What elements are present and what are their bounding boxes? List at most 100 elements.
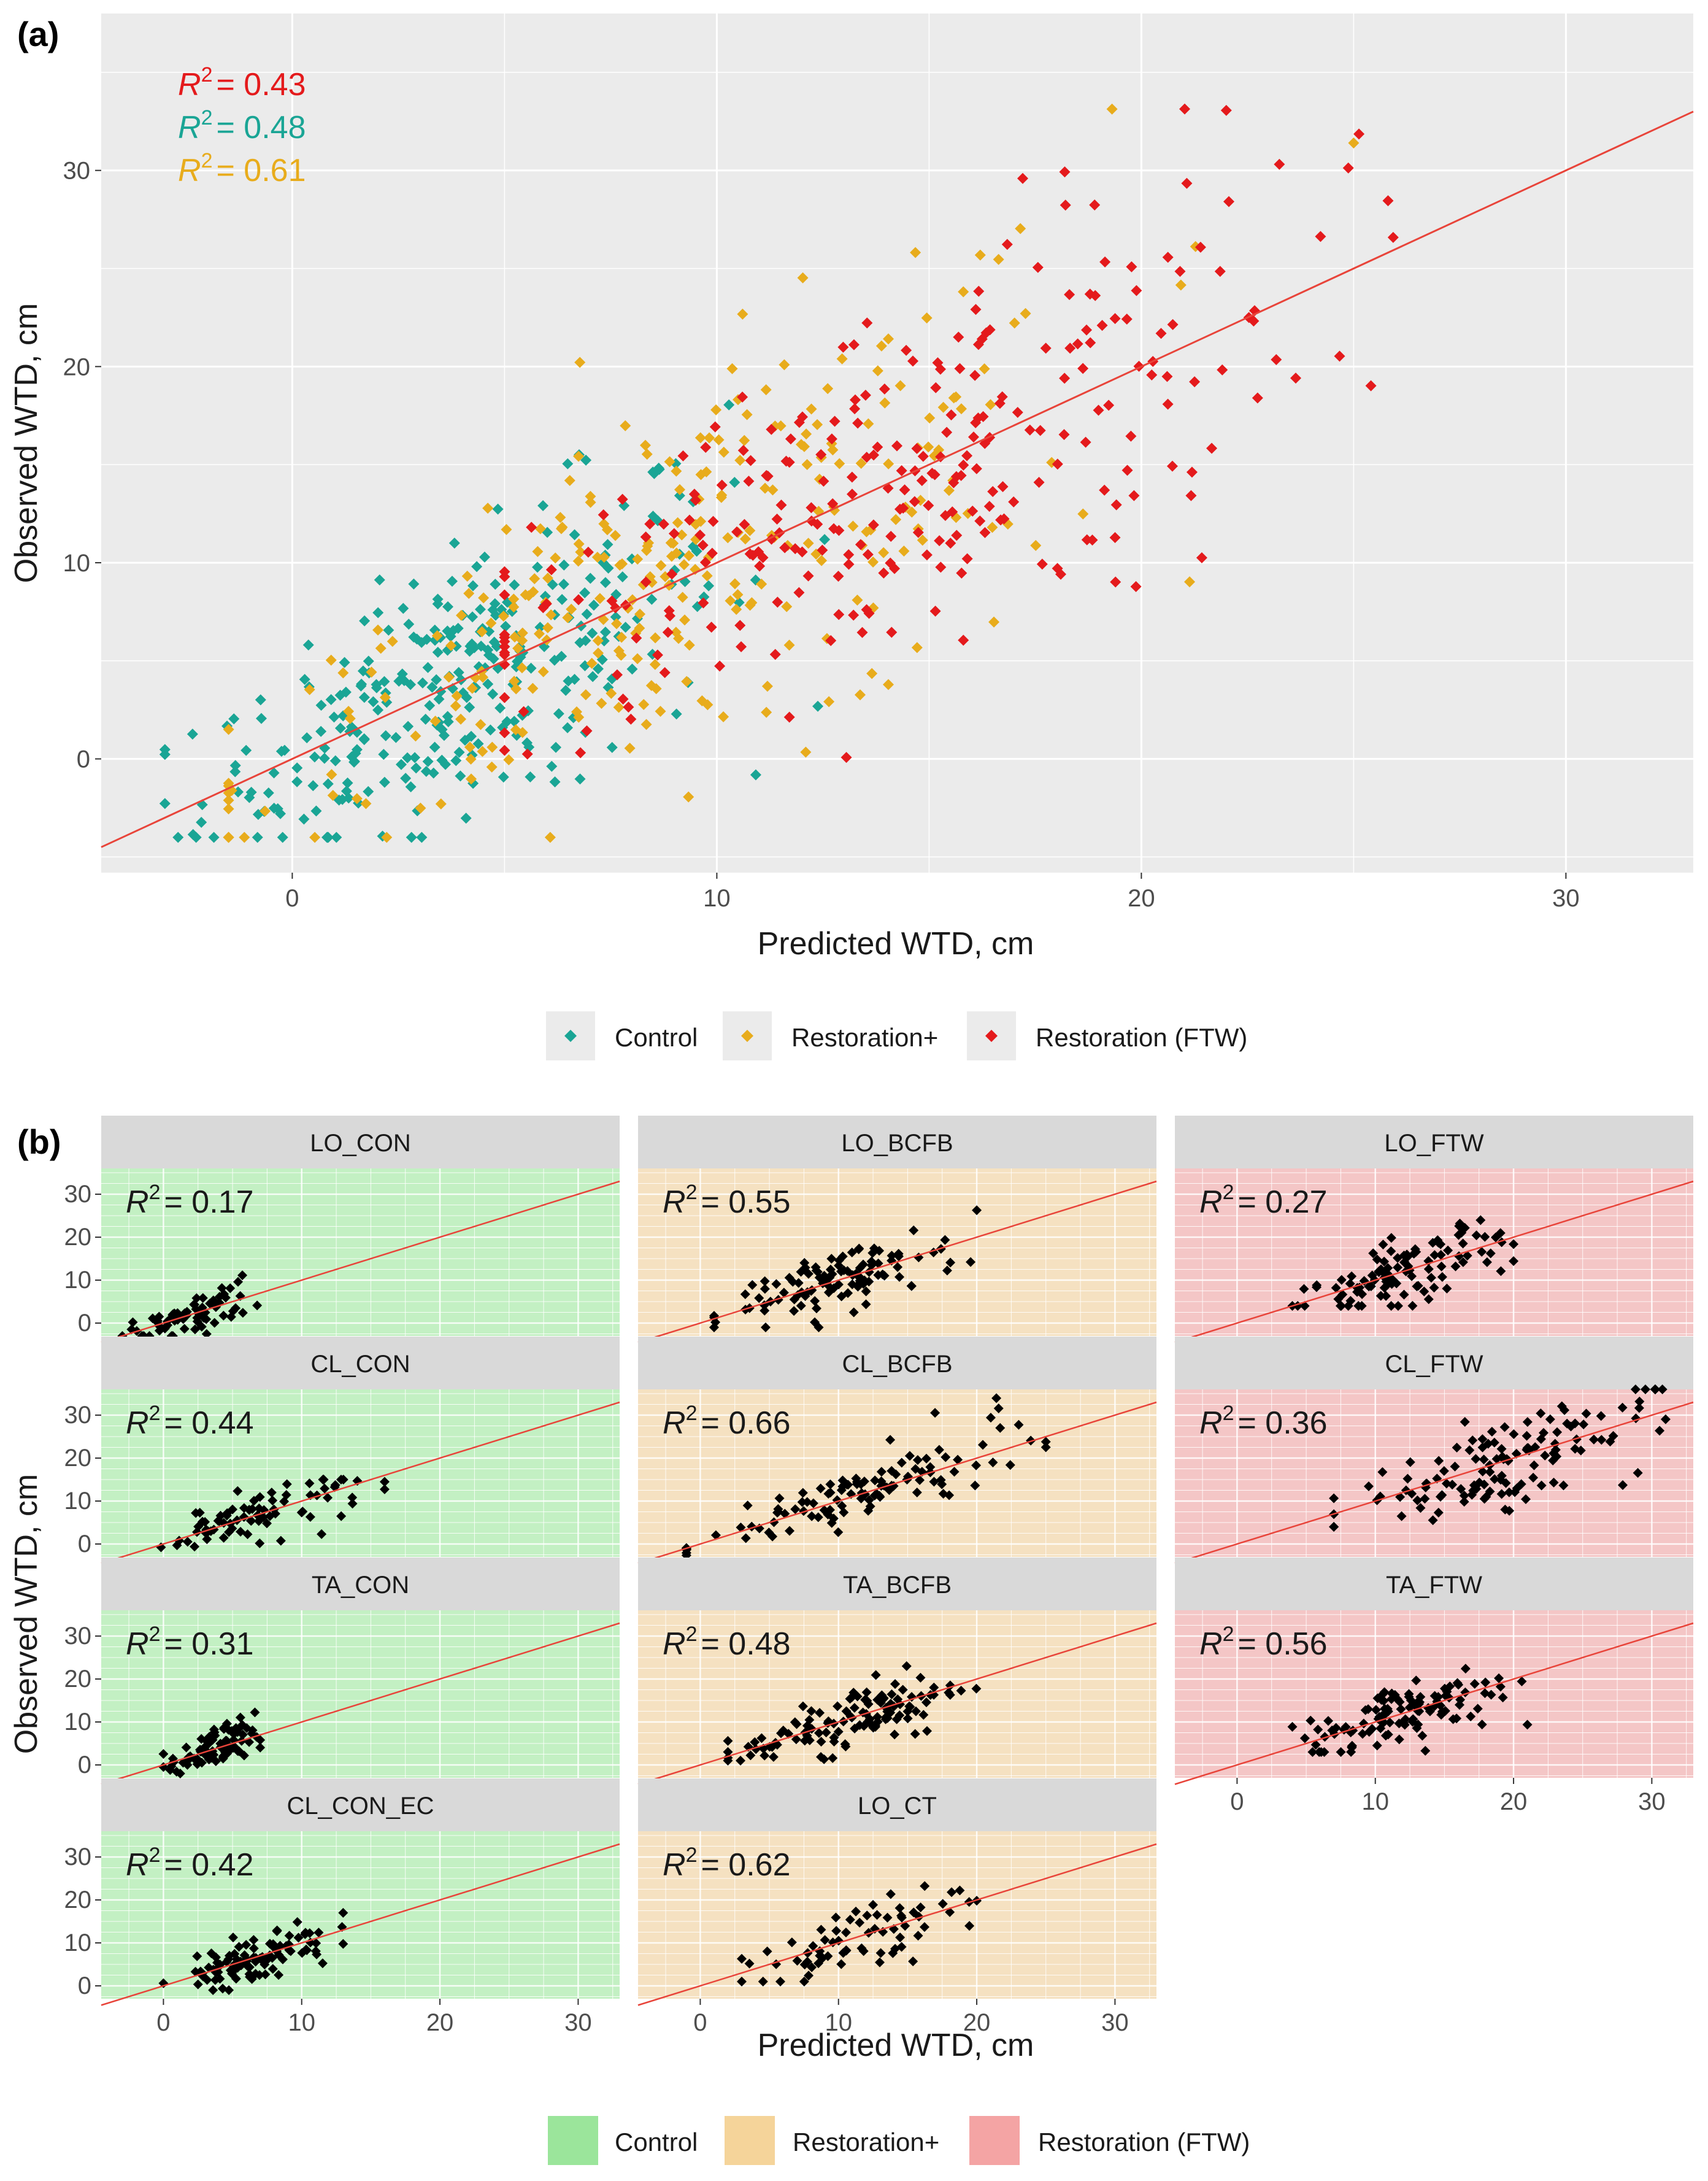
point-restoration- xyxy=(542,573,553,584)
facet-point xyxy=(1333,1294,1344,1304)
point-restoration- xyxy=(943,485,955,496)
facet-point xyxy=(1327,1725,1337,1735)
facet-point xyxy=(885,1889,896,1899)
facet-point xyxy=(246,1516,256,1526)
point-restoration-ftw- xyxy=(1036,558,1048,570)
facet-point xyxy=(859,1476,869,1486)
facet-point xyxy=(1364,1727,1374,1737)
point-restoration- xyxy=(344,712,356,724)
point-restoration- xyxy=(343,706,355,717)
point-control xyxy=(255,694,266,706)
point-restoration- xyxy=(715,492,727,503)
point-control xyxy=(421,633,433,645)
facet-point xyxy=(1423,1264,1434,1275)
facet-point xyxy=(241,1940,252,1950)
point-restoration-ftw- xyxy=(771,513,783,525)
facet-point xyxy=(915,1672,926,1683)
facet-point xyxy=(1480,1232,1490,1242)
point-restoration- xyxy=(501,523,512,535)
point-control xyxy=(482,644,494,656)
point-restoration- xyxy=(816,555,828,566)
facet-point xyxy=(233,1727,243,1737)
point-control xyxy=(490,578,501,590)
point-restoration-ftw- xyxy=(812,519,823,530)
point-control xyxy=(339,657,350,668)
point-control xyxy=(372,607,384,619)
point-restoration-ftw- xyxy=(1034,425,1046,436)
facet-point xyxy=(741,1533,751,1543)
point-restoration- xyxy=(855,457,867,469)
facet-strip-label: TA_CON xyxy=(312,1572,409,1599)
point-restoration-ftw- xyxy=(852,417,864,429)
point-control xyxy=(274,808,286,819)
facet-point xyxy=(1407,1271,1417,1281)
facet-point xyxy=(799,1977,809,1986)
point-restoration-ftw- xyxy=(666,568,678,580)
facet-plot-background xyxy=(638,1610,1156,1778)
facet-strip xyxy=(638,1116,1156,1168)
point-restoration- xyxy=(645,680,657,692)
facet-point xyxy=(179,1324,190,1334)
facet-point xyxy=(1466,1711,1476,1721)
facet-point xyxy=(330,1480,340,1490)
point-control xyxy=(446,576,458,587)
facet-point xyxy=(904,1451,915,1461)
facet-point xyxy=(856,1943,867,1953)
facet-point xyxy=(208,1985,218,1995)
point-control xyxy=(379,676,390,687)
facet-point xyxy=(239,1750,249,1761)
facet-point xyxy=(910,1706,921,1716)
point-restoration- xyxy=(456,609,467,621)
point-restoration-ftw- xyxy=(1162,252,1174,263)
facet-point xyxy=(237,1720,248,1730)
facet-point xyxy=(815,1708,825,1718)
facet-point xyxy=(762,1946,772,1956)
point-restoration-ftw- xyxy=(1001,239,1013,250)
facet-point xyxy=(971,1460,982,1470)
facet-y-tick-label: 30 xyxy=(64,1181,92,1208)
point-restoration-ftw- xyxy=(783,711,795,723)
facet-point xyxy=(1367,1270,1377,1281)
point-control xyxy=(455,770,466,782)
facet-point xyxy=(1487,1427,1497,1437)
facet-point xyxy=(970,1480,980,1491)
point-restoration-ftw- xyxy=(499,589,510,601)
point-restoration- xyxy=(463,588,475,600)
point-restoration-ftw- xyxy=(916,475,928,487)
facet-point xyxy=(839,1507,849,1518)
y-tick-label: 20 xyxy=(63,353,91,380)
point-control xyxy=(579,587,591,599)
facet-point xyxy=(209,1318,220,1328)
facet-point xyxy=(1433,1507,1444,1518)
facet-point xyxy=(779,1287,789,1298)
point-restoration- xyxy=(761,681,773,692)
point-restoration-ftw- xyxy=(743,476,755,487)
facet-point xyxy=(1360,1705,1371,1715)
facet-point xyxy=(317,1529,327,1539)
facet-point xyxy=(1581,1408,1591,1419)
point-control xyxy=(359,615,371,627)
point-control xyxy=(378,749,390,760)
point-control xyxy=(598,635,610,647)
point-restoration- xyxy=(722,532,734,544)
point-restoration-ftw- xyxy=(953,331,964,343)
facet-point xyxy=(250,1707,260,1718)
point-restoration-ftw- xyxy=(843,549,855,560)
facet-point xyxy=(1041,1442,1051,1453)
point-restoration-ftw- xyxy=(860,390,871,401)
point-restoration- xyxy=(634,622,645,634)
point-restoration- xyxy=(638,698,650,710)
point-restoration-ftw- xyxy=(731,526,743,538)
point-restoration- xyxy=(533,628,545,639)
point-restoration- xyxy=(379,692,391,703)
facet-point xyxy=(773,1507,783,1517)
x-tick-label: 10 xyxy=(703,885,731,912)
point-restoration- xyxy=(466,773,477,785)
point-restoration-ftw- xyxy=(872,441,883,453)
point-restoration- xyxy=(544,832,556,843)
point-restoration- xyxy=(734,455,746,466)
facet-point xyxy=(1393,1253,1403,1263)
point-control xyxy=(315,725,327,737)
facet-point xyxy=(1352,1287,1363,1297)
facet-ta-ftw: TA_FTW R2 = 0.56 0 10 20 30 xyxy=(1174,1558,1694,1815)
